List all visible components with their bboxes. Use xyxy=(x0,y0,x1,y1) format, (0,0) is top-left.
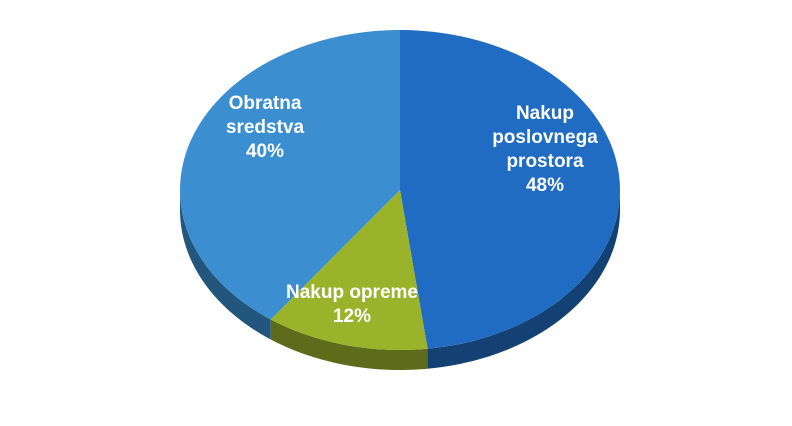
value-label: 48% xyxy=(525,175,565,196)
pie-slice-side xyxy=(270,319,428,370)
category-label: Nakup opreme xyxy=(286,282,418,303)
pie-slice xyxy=(400,30,621,349)
slice-label: Obratna sredstva 40% xyxy=(205,92,325,164)
value-label: 40% xyxy=(245,141,285,162)
pie-slice xyxy=(180,30,400,320)
slice-label: Nakup opreme 12% xyxy=(267,281,437,329)
pie-slice-side xyxy=(180,190,271,340)
category-label: Obratna sredstva xyxy=(225,93,305,138)
value-label: 12% xyxy=(332,306,372,327)
slice-label: Nakup poslovnega prostora 48% xyxy=(470,102,620,198)
category-label: Nakup poslovnega prostora xyxy=(492,103,598,172)
pie-slice xyxy=(270,190,428,350)
pie-slice-side xyxy=(427,190,620,369)
